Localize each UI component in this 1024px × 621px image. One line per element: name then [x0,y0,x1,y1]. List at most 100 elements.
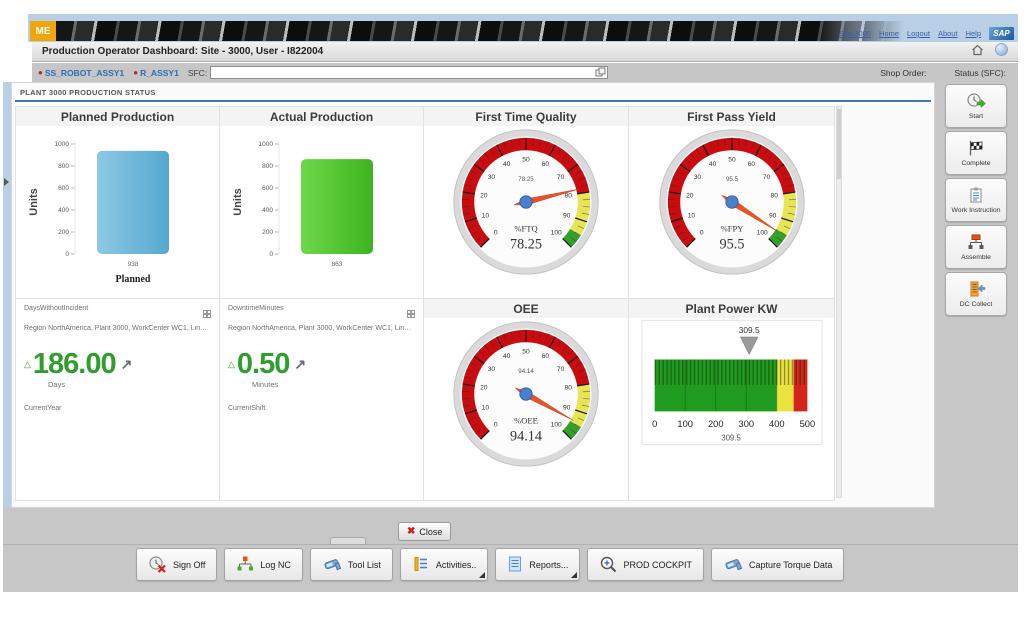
sap-logo: SAP [989,27,1014,40]
svg-text:863: 863 [331,261,342,268]
bar-chart-canvas: Units 0 200 400 600 800 1000 938 Planned [28,141,169,285]
user-icon[interactable] [995,42,1008,61]
panel-title: First Pass Yield [629,107,834,126]
scanner-icon [723,555,743,575]
scrollbar-thumb[interactable] [837,109,841,179]
checkered-flag-icon [967,139,985,159]
svg-text:95.5: 95.5 [719,237,744,253]
gauge-hub [724,195,739,209]
svg-text:100: 100 [756,230,767,237]
tab-ss-robot-assy1[interactable]: ● SS_ROBOT_ASSY1 [38,67,125,78]
gauge-hub [519,195,533,209]
svg-text:50: 50 [522,157,530,164]
nav-link-about[interactable]: About [937,29,958,38]
kpi-value: 0.50 [236,348,290,380]
expand-arrow-icon [4,178,9,186]
svg-text:78.25: 78.25 [510,237,542,253]
activities-button[interactable]: Activities.. [399,548,489,581]
svg-text:0: 0 [699,230,703,237]
panel-planned-production: Planned Production Units 0 200 400 600 800 100… [16,107,220,299]
svg-text:90: 90 [563,212,571,219]
svg-text:40: 40 [503,353,511,360]
panel-first-pass-yield: First Pass Yield 0 10 20 30 40 50 60 70 80 90 100 9… [629,107,834,299]
dashboard-grid: Planned Production Units 0 200 400 600 800 100… [15,106,835,501]
gauge-hub [519,387,533,401]
svg-text:400: 400 [262,207,273,214]
prod-cockpit-button[interactable]: PROD COCKPIT [587,548,704,581]
sign-off-button[interactable]: Sign Off [136,548,218,581]
panel-title: First Time Quality [424,107,628,126]
nav-link-help[interactable]: Help [965,29,981,38]
bar-chart-canvas: Units 0 200 400 600 800 1000 863 [232,141,373,268]
trend-up-arrow-icon: ↗ [120,356,133,372]
work-instruction-button[interactable]: Work Instruction [945,178,1007,222]
kpi-downtime-minutes: DowntimeMinutes Region NorthAmerica, Pla… [220,299,424,500]
svg-text:10: 10 [482,212,490,219]
assemble-button[interactable]: Assemble [945,225,1007,269]
delta-triangle-icon: △ [24,359,31,369]
start-icon [966,92,986,112]
oee-gauge: 0 10 20 30 40 50 60 70 80 90 100 94.14 %OEE 94.14 [424,318,628,470]
card-scrollbar[interactable] [836,106,842,498]
svg-text:938: 938 [127,261,138,268]
svg-text:0: 0 [65,251,69,258]
me-logo: ME [30,21,56,41]
svg-text:200: 200 [262,229,273,236]
svg-text:70: 70 [762,174,770,181]
svg-text:30: 30 [488,174,496,181]
svg-text:Planned: Planned [115,274,150,285]
dc-collect-button[interactable]: DC Collect [945,272,1007,316]
svg-text:309.5: 309.5 [721,434,741,443]
svg-text:100: 100 [551,230,562,237]
start-button[interactable]: Start [945,84,1007,128]
svg-text:80: 80 [565,385,573,392]
section-divider [15,100,931,102]
svg-text:309.5: 309.5 [738,325,759,335]
tab-marker-icon: ● [38,68,43,77]
svg-text:90: 90 [768,212,776,219]
tile-menu-icon[interactable] [407,305,415,323]
report-document-icon [507,555,523,575]
left-panel-expander[interactable] [3,82,11,508]
svg-text:0: 0 [652,419,657,429]
close-button[interactable]: ✖ Close [398,522,452,541]
fpy-gauge: 0 10 20 30 40 50 60 70 80 90 100 95.5 %FPY 95.5 [629,126,834,278]
tile-menu-icon[interactable] [203,305,211,323]
bullet-chart-canvas: 309.5 0 100 200 300 400 500 309.5 [640,319,823,446]
browse-icon[interactable] [595,67,606,80]
tool-list-button[interactable]: Tool List [309,548,393,581]
complete-button[interactable]: Complete [945,131,1007,175]
log-nc-button[interactable]: Log NC [224,548,303,581]
capture-torque-data-button[interactable]: Capture Torque Data [710,548,845,581]
sign-off-icon [148,555,167,575]
splitter-collapse-handle[interactable] [330,537,366,545]
nav-link-home[interactable]: Home [878,29,899,38]
tab-marker-icon: ● [133,68,139,77]
kpi-unit: Days [48,380,66,389]
log-nc-icon [236,555,254,575]
panel-title: Actual Production [220,107,423,126]
nav-link-logout[interactable]: Logout [907,29,930,38]
svg-text:94.14: 94.14 [518,368,534,375]
scanner-icon [322,555,342,575]
svg-text:0: 0 [494,422,498,429]
reports-button[interactable]: Reports... [495,548,581,581]
svg-text:40: 40 [708,161,716,168]
svg-text:600: 600 [58,185,69,192]
ftq-gauge: 0 10 20 30 40 50 60 70 80 90 100 78.25 %FTQ 78.25 [424,126,628,278]
header-nav: Site:3000 Home Logout About Help SAP [839,27,1014,40]
panel-title: Plant Power KW [629,299,834,318]
svg-text:800: 800 [58,163,69,170]
production-status-card: PLANT 3000 PRODUCTION STATUS Planned Pro… [11,82,935,508]
svg-text:95.5: 95.5 [726,176,739,183]
section-title: PLANT 3000 PRODUCTION STATUS [20,88,156,97]
svg-text:50: 50 [728,157,736,164]
kpi-value: 186.00 [32,348,117,380]
tab-r-assy1[interactable]: ● R_ASSY1 [133,67,179,78]
kpi-unit: Minutes [252,380,279,389]
svg-text:0: 0 [494,230,498,237]
home-icon[interactable] [971,43,984,61]
sfc-input[interactable] [210,66,609,79]
nav-link-site[interactable]: Site:3000 [839,29,871,38]
